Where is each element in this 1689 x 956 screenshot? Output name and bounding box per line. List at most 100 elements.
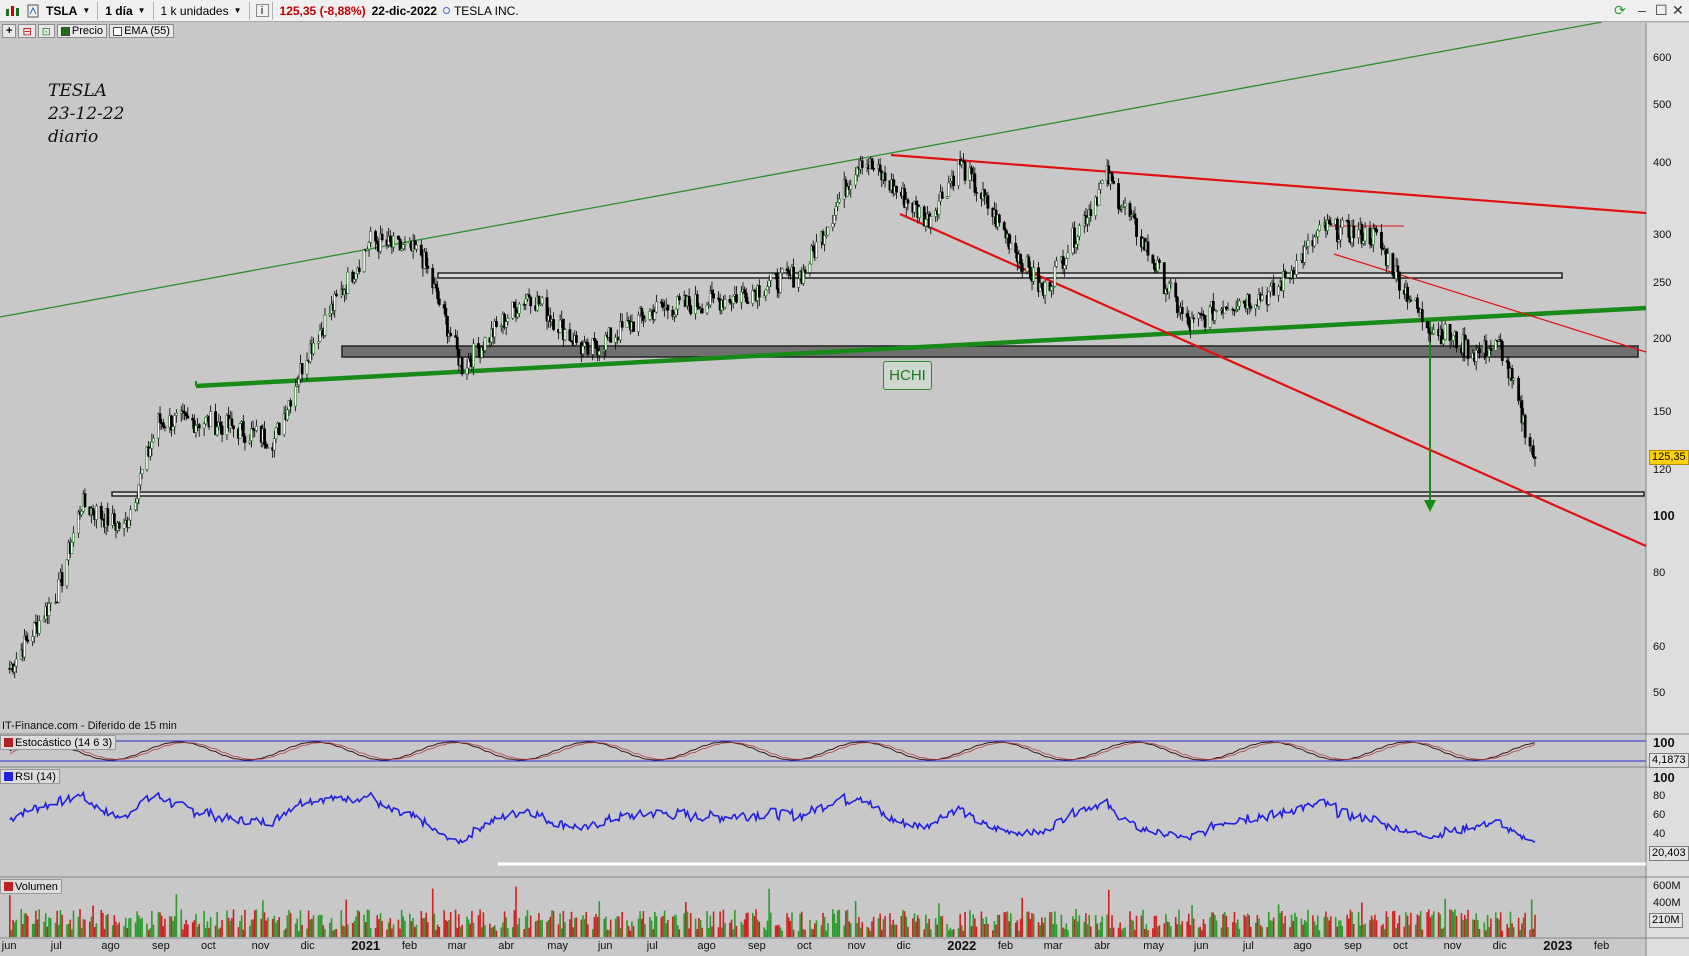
candle-body <box>300 363 304 375</box>
info-icon[interactable]: i <box>255 4 269 17</box>
volume-bar <box>1339 920 1342 937</box>
rsi-panel-label[interactable]: RSI (14) <box>0 769 60 784</box>
candle-body <box>156 413 160 439</box>
candle-body <box>516 313 520 318</box>
rsi-swatch <box>4 772 13 781</box>
maximize-icon[interactable]: ☐ <box>1655 2 1668 18</box>
volume-bar <box>877 918 880 937</box>
candle-body <box>797 278 800 288</box>
candle-body <box>1510 368 1514 381</box>
export-icon[interactable]: ⊡ <box>37 24 55 38</box>
candle-body <box>1371 227 1375 245</box>
volume-bar <box>495 930 498 937</box>
candle-body <box>1226 308 1230 311</box>
volume-bar <box>381 920 383 937</box>
volume-bar <box>595 913 597 937</box>
volume-bar <box>1352 923 1355 937</box>
candle-body <box>351 271 355 283</box>
volume-bar <box>379 913 382 937</box>
candle-body <box>1531 445 1535 458</box>
candle-body <box>1110 173 1114 182</box>
candle-body <box>352 279 356 283</box>
volume-bar <box>1486 914 1489 937</box>
volume-bar <box>812 929 815 937</box>
volume-bar <box>709 915 712 937</box>
volume-bar <box>573 917 576 937</box>
volume-bar <box>438 926 441 937</box>
volume-bar <box>1521 923 1523 937</box>
candle-body <box>837 198 841 203</box>
candle-body <box>517 303 521 314</box>
volume-bar <box>515 886 517 937</box>
volume-bar <box>551 910 553 937</box>
legend-ema[interactable]: EMA (55) <box>109 24 174 38</box>
candle-body <box>1430 333 1434 335</box>
red-lower-trend <box>899 212 1647 548</box>
volume-bar <box>387 922 390 937</box>
candle-body <box>1487 348 1491 357</box>
candle-body <box>1122 205 1125 208</box>
remove-study-icon[interactable]: ⊟ <box>18 24 36 38</box>
candle-body <box>1474 350 1478 362</box>
volume-panel-label[interactable]: Volumen <box>0 879 62 894</box>
volume-bar <box>448 919 450 937</box>
volume-bar <box>1076 921 1079 937</box>
time-axis-label: jun <box>1193 940 1209 952</box>
volume-bar <box>1145 924 1148 937</box>
volume-bar <box>8 895 11 937</box>
candle-body <box>70 541 74 554</box>
candle-body <box>1208 306 1212 328</box>
volume-bar <box>1315 924 1317 937</box>
units-select[interactable]: 1 k unidades ▼ <box>157 2 246 20</box>
volume-bar <box>1272 917 1275 937</box>
candle-body <box>1020 263 1024 272</box>
timeframe-select[interactable]: 1 día ▼ <box>101 2 149 20</box>
volume-bar <box>1086 924 1089 937</box>
candle-body <box>548 315 552 322</box>
candle-body <box>1050 286 1054 291</box>
volume-bar <box>309 919 312 937</box>
candle-body <box>975 191 978 194</box>
symbol-select[interactable]: TSLA ▼ <box>42 2 94 20</box>
minimize-icon[interactable]: – <box>1638 2 1646 18</box>
refresh-icon[interactable]: ⟳ <box>1614 2 1626 18</box>
candle-body <box>1505 360 1509 363</box>
candle-body <box>1381 247 1385 250</box>
volume-bar <box>516 924 519 937</box>
volume-bar <box>347 924 349 937</box>
candle-body <box>836 202 840 207</box>
legend-price[interactable]: Precio <box>56 24 108 38</box>
volume-bar <box>1233 911 1236 937</box>
volume-bar <box>1037 922 1040 937</box>
volume-bar <box>72 910 75 937</box>
candle-body <box>705 304 709 314</box>
candle-body <box>1117 183 1120 209</box>
add-study-button[interactable]: + <box>2 24 17 38</box>
volume-bar <box>675 914 677 937</box>
volume-bar <box>1029 919 1032 937</box>
volume-bar <box>1212 912 1215 937</box>
volume-bar <box>905 916 908 937</box>
candle-body <box>625 320 629 328</box>
volume-bar <box>541 919 543 937</box>
chart-type-icon[interactable] <box>3 2 21 20</box>
close-icon[interactable]: ✕ <box>1672 2 1684 18</box>
price-tick: 300 <box>1653 229 1672 241</box>
volume-bar <box>1370 915 1373 937</box>
candle-body <box>970 167 973 175</box>
price-tick: 60 <box>1653 641 1666 653</box>
volume-bar <box>1152 928 1154 937</box>
candle-body <box>145 446 149 470</box>
volume-bar <box>252 919 254 937</box>
volume-bar <box>1220 927 1223 937</box>
volume-bar <box>330 918 333 937</box>
candle-body <box>708 290 712 306</box>
candle-body <box>1053 266 1057 287</box>
stochastic-panel-label[interactable]: Estocástico (14 6 3) <box>0 735 117 750</box>
compare-icon[interactable] <box>24 2 42 20</box>
volume-bar <box>102 912 104 937</box>
pattern-label[interactable]: HCHI <box>883 361 932 390</box>
volume-bar <box>562 910 565 937</box>
volume-bar <box>249 925 251 937</box>
